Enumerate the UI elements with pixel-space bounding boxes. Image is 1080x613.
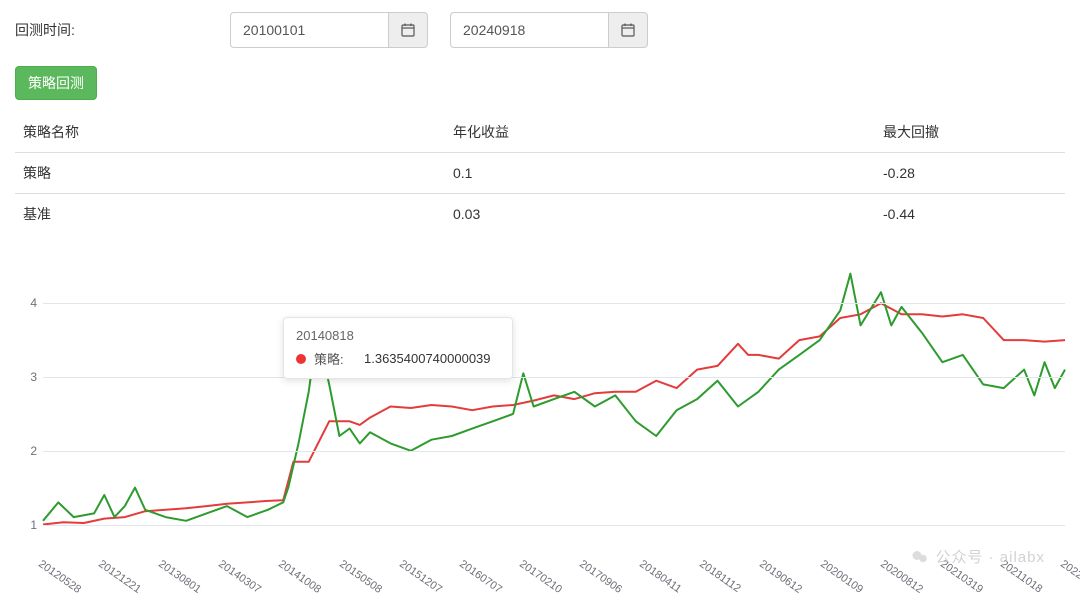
backtest-form-row: 回测时间: bbox=[15, 12, 1065, 48]
x-tick-label: 20140307 bbox=[216, 558, 263, 596]
start-date-input[interactable] bbox=[230, 12, 388, 48]
x-tick-label: 20200109 bbox=[818, 558, 865, 596]
tooltip-value: 1.3635400740000039 bbox=[364, 351, 491, 366]
end-date-calendar-button[interactable] bbox=[608, 12, 648, 48]
chart-tooltip: 20140818 策略: 1.3635400740000039 bbox=[283, 317, 513, 379]
tooltip-title: 20140818 bbox=[296, 328, 500, 343]
x-tick-label: 20170210 bbox=[517, 558, 564, 596]
y-tick-label: 3 bbox=[30, 370, 37, 384]
x-tick-label: 20160707 bbox=[457, 558, 504, 596]
table-row: 基准0.03-0.44 bbox=[15, 194, 1065, 235]
calendar-icon bbox=[401, 23, 415, 37]
watermark: 公众号 · ailabx bbox=[911, 546, 1045, 567]
x-tick-label: 20141008 bbox=[277, 558, 324, 596]
table-cell: 基准 bbox=[15, 194, 445, 235]
table-cell: -0.28 bbox=[875, 153, 1065, 194]
backtest-time-label: 回测时间: bbox=[15, 20, 230, 40]
table-row: 策略0.1-0.28 bbox=[15, 153, 1065, 194]
start-date-calendar-button[interactable] bbox=[388, 12, 428, 48]
plot-area bbox=[43, 259, 1065, 554]
end-date-group bbox=[450, 12, 648, 48]
table-cell: 0.1 bbox=[445, 153, 875, 194]
x-tick-label: 20121221 bbox=[96, 558, 143, 596]
wechat-icon bbox=[911, 548, 929, 566]
y-tick-label: 4 bbox=[30, 296, 37, 310]
series-line bbox=[43, 274, 1065, 521]
table-cell: -0.44 bbox=[875, 194, 1065, 235]
tooltip-series-label: 策略: bbox=[314, 349, 356, 368]
x-tick-label: 20180411 bbox=[637, 558, 683, 595]
series-line bbox=[43, 303, 1065, 524]
x-tick-label: 20170906 bbox=[577, 558, 624, 596]
y-tick-label: 2 bbox=[30, 444, 37, 458]
calendar-icon bbox=[621, 23, 635, 37]
col-strategy-name: 策略名称 bbox=[15, 112, 445, 153]
y-axis: 1 2 3 4 bbox=[15, 259, 43, 554]
table-cell: 策略 bbox=[15, 153, 445, 194]
end-date-input[interactable] bbox=[450, 12, 608, 48]
watermark-text: 公众号 · ailabx bbox=[935, 546, 1045, 567]
col-max-drawdown: 最大回撤 bbox=[875, 112, 1065, 153]
x-tick-label: 20120528 bbox=[36, 558, 83, 596]
x-tick-label: 20151207 bbox=[397, 558, 444, 596]
tooltip-series-dot bbox=[296, 354, 306, 364]
x-tick-label: 20190612 bbox=[758, 558, 805, 596]
results-table: 策略名称 年化收益 最大回撤 策略0.1-0.28基准0.03-0.44 bbox=[15, 112, 1065, 234]
x-tick-label: 20181112 bbox=[697, 558, 743, 595]
table-header-row: 策略名称 年化收益 最大回撤 bbox=[15, 112, 1065, 153]
x-tick-label: 20130801 bbox=[156, 558, 203, 596]
col-annual-return: 年化收益 bbox=[445, 112, 875, 153]
equity-chart[interactable]: 1234 20120528201212212013080120140307201… bbox=[15, 259, 1065, 589]
y-tick-label: 1 bbox=[30, 518, 37, 532]
start-date-group bbox=[230, 12, 428, 48]
x-tick-label: 20150508 bbox=[337, 558, 384, 596]
table-cell: 0.03 bbox=[445, 194, 875, 235]
run-backtest-button[interactable]: 策略回测 bbox=[15, 66, 97, 100]
x-tick-label: 20220520 bbox=[1058, 558, 1080, 596]
